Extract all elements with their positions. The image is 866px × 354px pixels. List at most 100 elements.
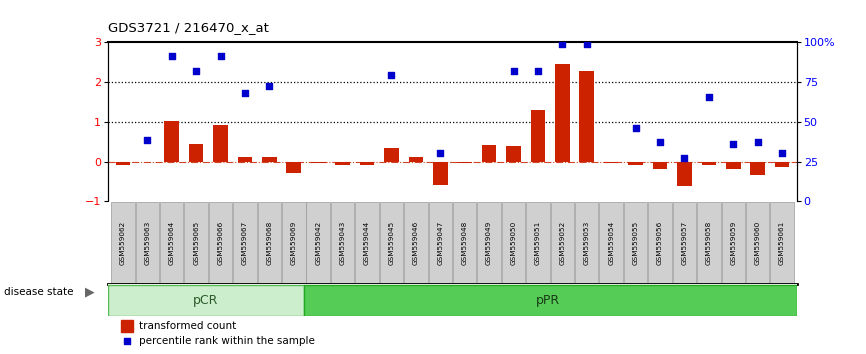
- Bar: [213, 125, 228, 161]
- Text: GSM559045: GSM559045: [389, 221, 394, 265]
- Point: [140, 137, 154, 143]
- Bar: [575, 202, 598, 284]
- Bar: [209, 202, 232, 284]
- Bar: [385, 148, 398, 161]
- Bar: [531, 110, 546, 161]
- Bar: [501, 202, 526, 284]
- Bar: [507, 147, 520, 161]
- Bar: [136, 202, 159, 284]
- Point: [702, 95, 716, 100]
- Bar: [429, 202, 452, 284]
- Bar: [721, 202, 745, 284]
- Bar: [115, 161, 130, 165]
- Bar: [304, 285, 797, 316]
- Bar: [604, 161, 618, 164]
- Text: GSM559059: GSM559059: [730, 221, 736, 265]
- Text: GSM559052: GSM559052: [559, 221, 565, 265]
- Bar: [335, 161, 350, 165]
- Text: ▶: ▶: [85, 286, 94, 298]
- Bar: [551, 202, 574, 284]
- Point: [751, 139, 765, 144]
- Text: GSM559055: GSM559055: [632, 221, 638, 265]
- Bar: [457, 161, 472, 164]
- Point: [165, 53, 178, 59]
- Bar: [746, 202, 769, 284]
- Text: pPR: pPR: [536, 294, 559, 307]
- Point: [531, 68, 545, 74]
- Bar: [165, 121, 179, 161]
- Bar: [701, 161, 716, 165]
- Bar: [527, 202, 550, 284]
- Bar: [673, 202, 696, 284]
- Text: GSM559069: GSM559069: [291, 221, 297, 265]
- Text: GSM559054: GSM559054: [608, 221, 614, 265]
- Text: GSM559067: GSM559067: [242, 221, 248, 265]
- Point: [775, 150, 789, 156]
- Text: GSM559058: GSM559058: [706, 221, 712, 265]
- Bar: [237, 157, 252, 161]
- Text: GDS3721 / 216470_x_at: GDS3721 / 216470_x_at: [108, 21, 269, 34]
- Text: GSM559047: GSM559047: [437, 221, 443, 265]
- Text: GSM559065: GSM559065: [193, 221, 199, 265]
- Point: [238, 90, 252, 96]
- Text: GSM559064: GSM559064: [169, 221, 175, 265]
- Point: [507, 68, 520, 74]
- Bar: [750, 161, 765, 175]
- Bar: [160, 202, 184, 284]
- Text: percentile rank within the sample: percentile rank within the sample: [139, 336, 315, 346]
- Bar: [258, 202, 281, 284]
- Bar: [233, 202, 256, 284]
- Bar: [184, 202, 208, 284]
- Bar: [697, 202, 721, 284]
- Bar: [628, 161, 643, 165]
- Point: [433, 150, 447, 156]
- Bar: [359, 161, 374, 165]
- Text: GSM559063: GSM559063: [145, 221, 151, 265]
- Bar: [477, 202, 501, 284]
- Text: GSM559044: GSM559044: [364, 221, 370, 265]
- Bar: [108, 285, 304, 316]
- Bar: [624, 202, 647, 284]
- Bar: [307, 202, 330, 284]
- Text: GSM559053: GSM559053: [584, 221, 590, 265]
- Text: GSM559068: GSM559068: [267, 221, 273, 265]
- Bar: [649, 202, 672, 284]
- Point: [120, 338, 133, 344]
- Bar: [379, 202, 404, 284]
- Bar: [579, 71, 594, 161]
- Bar: [409, 157, 423, 161]
- Bar: [111, 202, 134, 284]
- Text: GSM559051: GSM559051: [535, 221, 541, 265]
- Text: GSM559046: GSM559046: [413, 221, 419, 265]
- Bar: [355, 202, 378, 284]
- Text: pCR: pCR: [193, 294, 218, 307]
- Text: GSM559066: GSM559066: [217, 221, 223, 265]
- Text: GSM559043: GSM559043: [339, 221, 346, 265]
- Point: [262, 83, 276, 89]
- Point: [214, 53, 228, 59]
- Text: GSM559056: GSM559056: [657, 221, 663, 265]
- Bar: [453, 202, 476, 284]
- Bar: [262, 157, 277, 161]
- Bar: [775, 161, 790, 167]
- Point: [629, 125, 643, 131]
- Text: disease state: disease state: [4, 287, 74, 297]
- Bar: [331, 202, 354, 284]
- Point: [189, 68, 203, 74]
- Text: GSM559048: GSM559048: [462, 221, 468, 265]
- Text: GSM559042: GSM559042: [315, 221, 321, 265]
- Bar: [433, 161, 448, 185]
- Bar: [555, 63, 570, 161]
- Bar: [653, 161, 668, 170]
- Point: [727, 141, 740, 147]
- Bar: [404, 202, 428, 284]
- Point: [580, 42, 594, 47]
- Point: [677, 155, 691, 160]
- Point: [653, 139, 667, 144]
- Bar: [599, 202, 623, 284]
- Bar: [726, 161, 740, 170]
- Bar: [771, 202, 794, 284]
- Point: [385, 73, 398, 78]
- Bar: [677, 161, 692, 186]
- Text: GSM559062: GSM559062: [120, 221, 126, 265]
